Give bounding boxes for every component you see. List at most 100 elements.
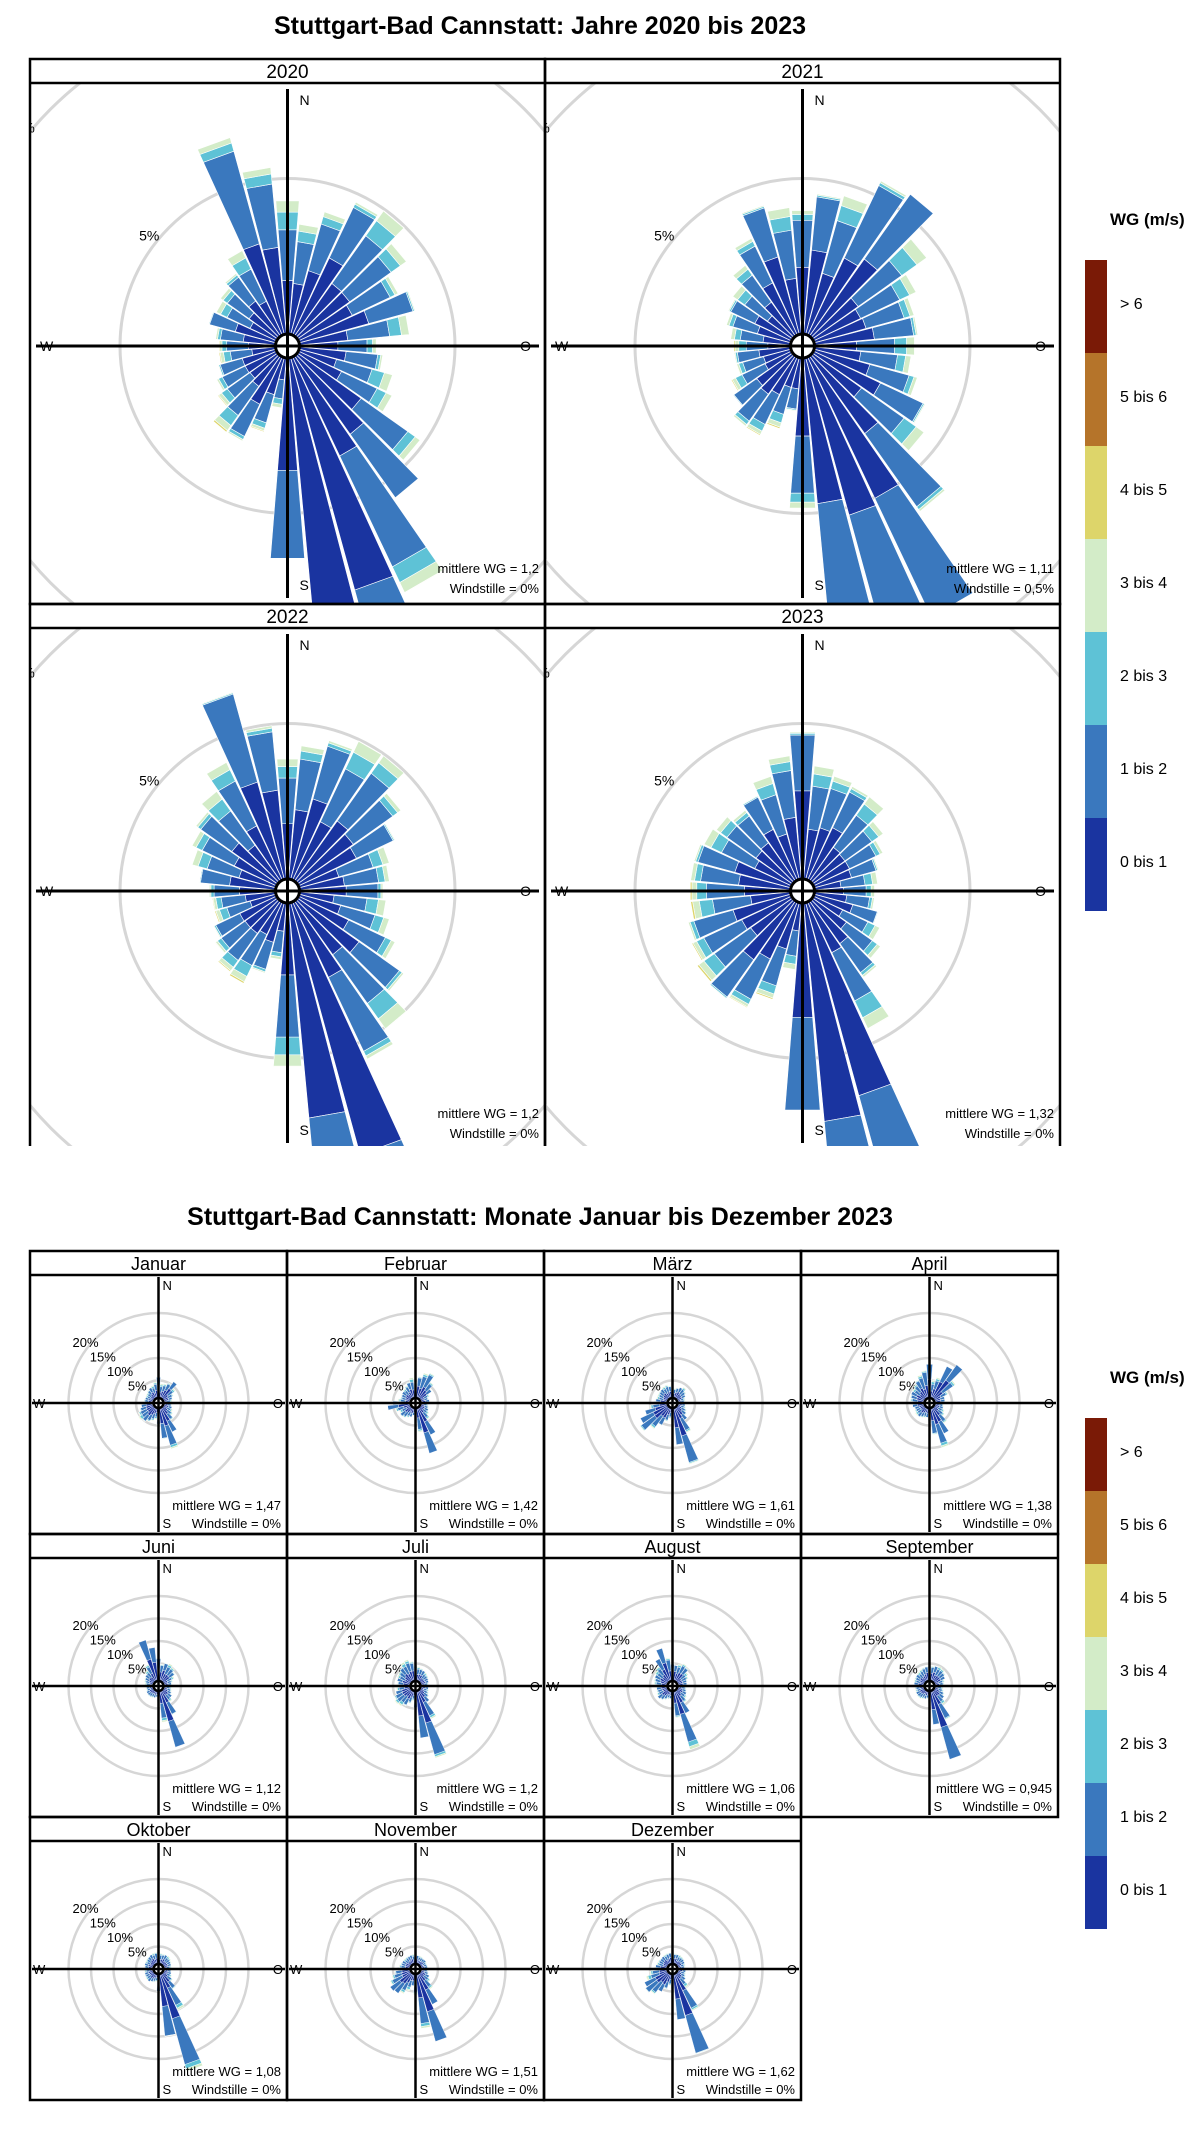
wind-bar-segment [427, 1406, 430, 1410]
wind-sector-110 [813, 893, 880, 925]
wind-bar-segment [383, 1139, 405, 1146]
wind-bar-segment [684, 1399, 686, 1403]
wind-bar-segment [735, 363, 741, 376]
panel-title: November [374, 1820, 457, 1840]
wind-sector-50 [932, 1380, 956, 1401]
legend-swatch [1085, 725, 1107, 818]
wind-sector-40 [161, 1955, 171, 1966]
panel-title: 2020 [266, 62, 308, 83]
wind-bar-segment [732, 394, 743, 407]
wind-sector-300 [215, 300, 279, 342]
wind-bar-segment [680, 1701, 690, 1714]
wind-bar-segment [687, 922, 696, 942]
wind-bar-segment [684, 1412, 688, 1416]
wind-sector-250 [913, 1404, 926, 1411]
wind-sector-250 [394, 1687, 412, 1696]
wind-sector-340 [917, 1374, 929, 1399]
legend-item: 5 bis 6 [1085, 353, 1195, 446]
wind-bar-segment [695, 2048, 710, 2055]
wind-bar-segment [143, 1962, 146, 1966]
calm-percentage-label: Windstille = 0% [450, 581, 540, 596]
wind-bar-segment [186, 2065, 204, 2072]
wind-bar-segment [915, 1692, 918, 1695]
legend-item: > 6 [1085, 1418, 1195, 1491]
wind-sector-240 [393, 1687, 412, 1700]
wind-bar-segment [899, 274, 917, 296]
wind-bar-segment [398, 1964, 401, 1968]
wind-bar-segment [375, 899, 387, 917]
wind-bar-segment [144, 1669, 149, 1674]
wind-bar-segment [426, 1691, 430, 1695]
wind-bar-segment [914, 1379, 919, 1383]
wind-bar-segment [429, 1381, 434, 1386]
legend-label: 5 bis 6 [1120, 389, 1168, 406]
wind-bar-segment [417, 1376, 423, 1378]
wind-bar-segment [650, 1990, 655, 1995]
wind-bar-segment [659, 1957, 662, 1961]
legend-swatch [1085, 1856, 1107, 1929]
wind-bar-segment [389, 1980, 393, 1986]
wind-bar-segment [143, 1972, 146, 1976]
wind-bar-segment [730, 379, 739, 392]
wind-bar-segment [683, 1699, 688, 1703]
wind-bar-segment [153, 1951, 158, 1954]
wind-bar-segment [396, 1674, 400, 1679]
wind-sector-260 [395, 1686, 411, 1692]
ring-label: 10% [621, 1930, 647, 1945]
wind-sector-210 [728, 900, 798, 1009]
ring-label: 10% [621, 1364, 647, 1379]
wind-bar-segment [655, 1666, 660, 1671]
wind-sector-160 [673, 1407, 700, 1465]
panel-title: 2023 [781, 607, 823, 628]
wind-bar-segment [813, 765, 835, 778]
wind-bar-segment [409, 1416, 412, 1418]
wind-bar-segment [911, 1387, 916, 1392]
wind-sector-230 [389, 1971, 413, 1992]
wind-bar-segment [902, 355, 912, 374]
wind-bar-segment [159, 1953, 163, 1955]
wind-sector-60 [676, 1675, 689, 1685]
direction-label-w: W [547, 1679, 560, 1694]
wind-bar-segment [424, 1672, 428, 1676]
wind-bar-segment [673, 1387, 677, 1390]
wind-sector-320 [201, 790, 281, 883]
wind-bar-segment [144, 1960, 148, 1964]
mean-wind-speed-label: mittlere WG = 1,06 [686, 1781, 795, 1796]
direction-label-n: N [420, 1278, 429, 1293]
wind-bar-segment [145, 1977, 148, 1981]
wind-sector-330 [404, 1385, 414, 1400]
wind-bar-segment [434, 1752, 447, 1759]
ring-label: 10% [364, 1364, 390, 1379]
wind-sector-220 [212, 354, 281, 433]
ring-label: 5% [139, 227, 159, 243]
wind-bar-segment [941, 1701, 946, 1706]
wind-sector-290 [656, 1395, 669, 1402]
wind-sector-110 [298, 893, 390, 936]
wind-bar-segment [405, 1989, 410, 1992]
wind-bar-segment [941, 1412, 945, 1417]
wind-bar-segment [663, 1954, 667, 1957]
wind-bar-segment [167, 1382, 172, 1386]
wind-sector-280 [730, 327, 792, 346]
ring-label: 5% [654, 772, 674, 788]
wind-sector-60 [811, 274, 917, 342]
calm-percentage-label: Windstille = 0% [963, 1799, 1053, 1814]
wind-sector-130 [810, 897, 881, 959]
wind-bar-segment [941, 1444, 950, 1448]
wind-sector-340 [655, 1647, 672, 1682]
wind-bar-segment [659, 1698, 663, 1701]
wind-bar-segment [144, 1396, 146, 1400]
wind-bar-segment [429, 1372, 435, 1377]
wind-bar-segment [241, 167, 272, 180]
wind-sector-320 [146, 1389, 156, 1400]
wind-bar-segment [400, 1396, 402, 1400]
wind-bar-segment [689, 1745, 701, 1751]
wind-bar-segment [644, 1988, 649, 1994]
wind-sector-80 [298, 864, 390, 891]
wind-bar-segment [172, 1986, 177, 1990]
wind-sector-220 [148, 1689, 156, 1698]
wind-bar-segment [385, 243, 407, 267]
